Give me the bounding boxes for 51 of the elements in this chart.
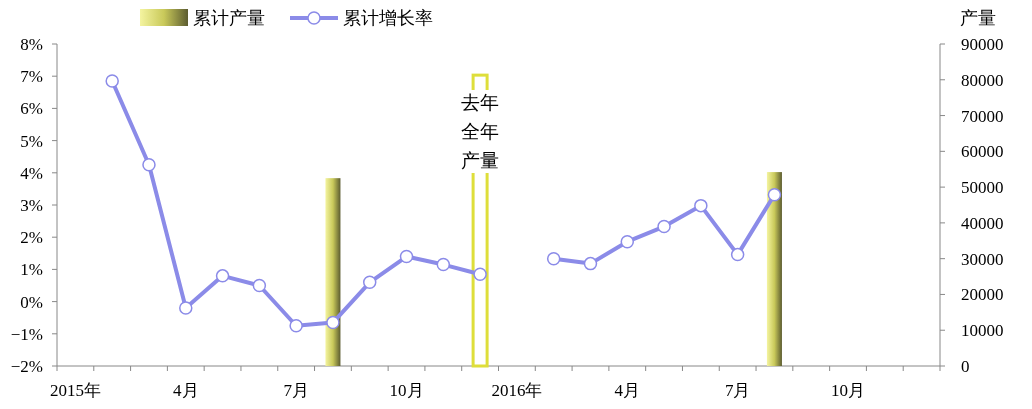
point [215,269,230,283]
point [179,301,193,315]
y2-tick-label: 10000 [961,321,1004,341]
point [399,249,414,264]
point [326,315,340,330]
x-tick-label: 7月 [283,381,309,400]
y-tick-label: 0% [20,292,43,312]
legend-label: 累计增长率 [343,8,433,28]
y2-tick-label: 40000 [961,213,1004,233]
y-tick-label: 1% [20,260,43,280]
y2-tick-label: 30000 [961,249,1004,269]
x-tick-label: 7月 [724,381,751,400]
y2-tick-label: 50000 [961,178,1004,198]
point [473,267,487,281]
point [289,319,303,333]
y2-axis-title: 产量 [960,8,996,28]
y-tick-label: 4% [20,163,43,183]
y2-tick-label: 70000 [961,106,1004,126]
y-tick-label: −1% [10,324,43,344]
x-tick-label: 4月 [173,381,199,400]
y-tick-label: 8% [20,35,43,54]
x-tick-label: 2016年 [491,381,543,400]
point [436,257,451,272]
point [252,278,267,293]
y-tick-label: 5% [20,131,43,151]
y2-tick-label: 90000 [961,35,1004,54]
x-tick-label: 10月 [831,381,866,400]
x-tick-label: 2015年 [49,381,101,400]
point [583,256,598,271]
point [105,74,119,88]
y-tick-label: −2% [10,357,43,376]
point [142,158,156,172]
x-tick-label: 10月 [389,381,424,400]
x-tick-label: 4月 [614,381,641,400]
y2-tick-label: 20000 [961,285,1004,305]
y2-tick-label: 80000 [961,70,1004,90]
point [546,252,561,266]
point [694,198,708,213]
y-tick-label: 2% [20,228,43,248]
point [362,275,377,290]
y-tick-label: 3% [20,196,43,215]
point [767,187,782,202]
y2-tick-label: 0 [961,357,970,376]
y-tick-label: 6% [20,99,43,119]
legend-label: 累计产量 [193,8,265,28]
point [657,219,671,234]
point [730,247,745,262]
point [620,234,635,249]
y-tick-label: 7% [20,67,43,87]
y2-tick-label: 60000 [961,142,1004,162]
annotation: 去年全年产量 [461,92,500,171]
